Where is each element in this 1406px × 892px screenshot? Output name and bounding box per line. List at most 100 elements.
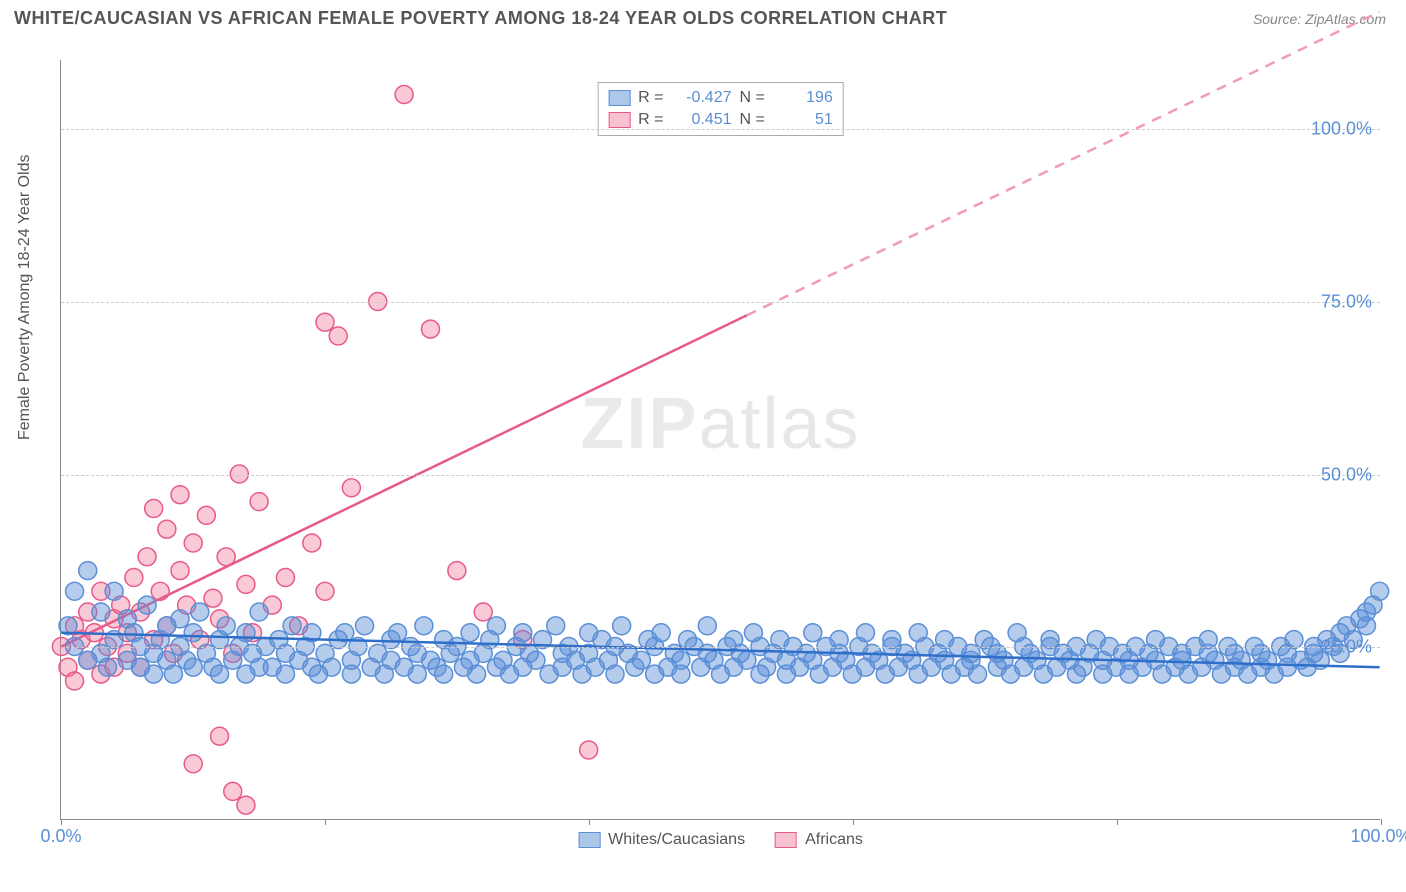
data-point <box>448 562 466 580</box>
data-point <box>237 575 255 593</box>
x-tick <box>1381 819 1382 825</box>
data-point <box>474 603 492 621</box>
data-point <box>613 617 631 635</box>
data-point <box>158 520 176 538</box>
n-label: N = <box>740 111 765 129</box>
legend-swatch <box>608 90 630 106</box>
x-tick <box>1117 819 1118 825</box>
data-point <box>857 624 875 642</box>
data-point <box>99 658 117 676</box>
chart-title: WHITE/CAUCASIAN VS AFRICAN FEMALE POVERT… <box>14 8 947 29</box>
data-point <box>204 589 222 607</box>
plot-area: ZIPatlas R = -0.427 N = 196 R = 0.451 N … <box>60 60 1380 820</box>
legend-row: R = -0.427 N = 196 <box>608 87 833 109</box>
data-point <box>145 665 163 683</box>
data-point <box>738 651 756 669</box>
series-legend: Whites/Caucasians Africans <box>578 831 863 849</box>
data-point <box>184 624 202 642</box>
data-point <box>415 617 433 635</box>
data-point <box>211 727 229 745</box>
data-point <box>435 665 453 683</box>
data-point <box>342 665 360 683</box>
data-point <box>316 582 334 600</box>
legend-swatch <box>608 112 630 128</box>
legend-item: Whites/Caucasians <box>578 831 745 849</box>
gridline <box>61 302 1380 303</box>
data-point <box>184 755 202 773</box>
legend-label: Africans <box>805 831 863 849</box>
data-point <box>342 479 360 497</box>
data-point <box>138 548 156 566</box>
data-point <box>66 672 84 690</box>
legend-row: R = 0.451 N = 51 <box>608 109 833 131</box>
data-point <box>408 665 426 683</box>
data-point <box>356 617 374 635</box>
gridline <box>61 475 1380 476</box>
data-point <box>191 603 209 621</box>
y-tick-label: 50.0% <box>1321 464 1372 485</box>
data-point <box>804 624 822 642</box>
data-point <box>105 582 123 600</box>
r-label: R = <box>638 111 663 129</box>
data-point <box>303 534 321 552</box>
data-point <box>237 624 255 642</box>
legend-swatch <box>578 832 600 848</box>
data-point <box>672 665 690 683</box>
data-point <box>527 651 545 669</box>
data-point <box>652 624 670 642</box>
data-point <box>487 617 505 635</box>
data-point <box>79 562 97 580</box>
data-point <box>224 782 242 800</box>
correlation-legend: R = -0.427 N = 196 R = 0.451 N = 51 <box>597 82 844 136</box>
trend-line <box>747 12 1380 316</box>
gridline <box>61 647 1380 648</box>
data-point <box>250 603 268 621</box>
data-point <box>145 500 163 518</box>
x-tick <box>853 819 854 825</box>
data-point <box>237 796 255 814</box>
r-value: -0.427 <box>672 89 732 107</box>
data-point <box>606 665 624 683</box>
data-point <box>323 658 341 676</box>
data-point <box>632 651 650 669</box>
data-point <box>138 596 156 614</box>
data-point <box>171 610 189 628</box>
data-point <box>125 569 143 587</box>
legend-label: Whites/Caucasians <box>608 831 745 849</box>
data-point <box>283 617 301 635</box>
r-value: 0.451 <box>672 111 732 129</box>
data-point <box>276 665 294 683</box>
data-point <box>217 617 235 635</box>
chart-container: Female Poverty Among 18-24 Year Olds ZIP… <box>50 40 1390 840</box>
data-point <box>184 658 202 676</box>
data-point <box>1285 631 1303 649</box>
data-point <box>468 665 486 683</box>
gridline <box>61 129 1380 130</box>
data-point <box>698 617 716 635</box>
n-label: N = <box>740 89 765 107</box>
legend-swatch <box>775 832 797 848</box>
x-tick <box>325 819 326 825</box>
data-point <box>184 534 202 552</box>
y-tick-label: 25.0% <box>1321 637 1372 658</box>
data-point <box>197 506 215 524</box>
data-point <box>389 624 407 642</box>
legend-item: Africans <box>775 831 863 849</box>
data-point <box>211 665 229 683</box>
y-tick-label: 100.0% <box>1311 119 1372 140</box>
n-value: 51 <box>773 111 833 129</box>
x-tick-label: 100.0% <box>1350 826 1406 847</box>
data-point <box>171 486 189 504</box>
data-point <box>461 624 479 642</box>
data-point <box>250 493 268 511</box>
r-label: R = <box>638 89 663 107</box>
y-axis-label: Female Poverty Among 18-24 Year Olds <box>16 155 34 441</box>
data-point <box>164 665 182 683</box>
x-tick <box>61 819 62 825</box>
data-point <box>66 582 84 600</box>
data-point <box>276 569 294 587</box>
data-point <box>1199 631 1217 649</box>
x-tick <box>589 819 590 825</box>
data-point <box>580 741 598 759</box>
data-point <box>171 562 189 580</box>
